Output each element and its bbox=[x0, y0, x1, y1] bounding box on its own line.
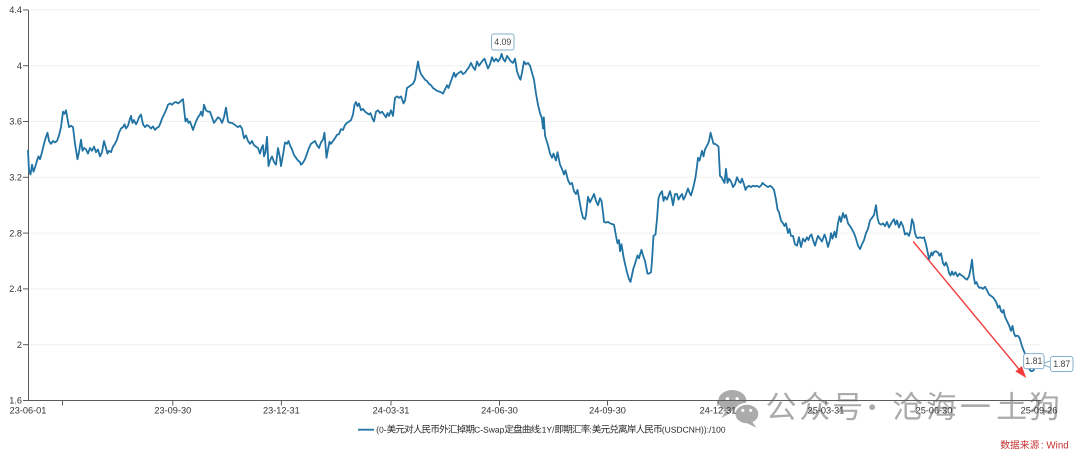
svg-text:25-06-30: 25-06-30 bbox=[916, 406, 953, 416]
svg-text:23-06-01: 23-06-01 bbox=[10, 406, 47, 416]
svg-text:1.6: 1.6 bbox=[9, 396, 22, 406]
svg-text:23-12-31: 23-12-31 bbox=[263, 406, 300, 416]
svg-text:4.4: 4.4 bbox=[9, 5, 22, 15]
svg-text:24-06-30: 24-06-30 bbox=[481, 406, 518, 416]
svg-text:2.8: 2.8 bbox=[9, 228, 22, 238]
svg-text:24-09-30: 24-09-30 bbox=[589, 406, 626, 416]
svg-text:2: 2 bbox=[17, 340, 22, 350]
svg-text:23-09-30: 23-09-30 bbox=[154, 406, 191, 416]
svg-text:1.81: 1.81 bbox=[1025, 356, 1042, 366]
svg-text:2.4: 2.4 bbox=[9, 284, 22, 294]
svg-text:24-03-31: 24-03-31 bbox=[373, 406, 410, 416]
svg-text:24-12-31: 24-12-31 bbox=[700, 406, 737, 416]
svg-text:Wind: Wind bbox=[1046, 440, 1068, 451]
svg-text::: : bbox=[1041, 440, 1044, 451]
svg-text:1.87: 1.87 bbox=[1053, 359, 1070, 369]
svg-text:25-09-26: 25-09-26 bbox=[1021, 406, 1058, 416]
svg-text:3.2: 3.2 bbox=[9, 173, 22, 183]
svg-text:4: 4 bbox=[17, 61, 22, 71]
svg-text:3.6: 3.6 bbox=[9, 117, 22, 127]
svg-text:25-03-31: 25-03-31 bbox=[808, 406, 845, 416]
svg-text:4.09: 4.09 bbox=[494, 37, 511, 47]
